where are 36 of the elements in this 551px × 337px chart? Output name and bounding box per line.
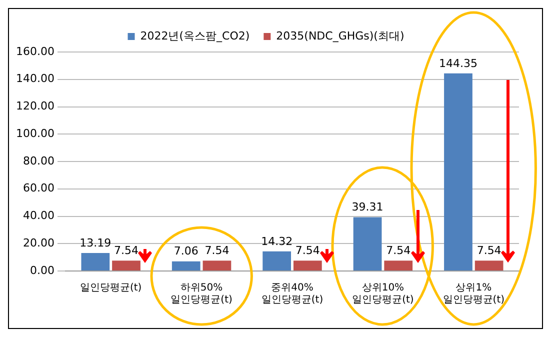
bar	[112, 260, 140, 270]
x-tick-label: 하위50% 일인당평균(t)	[170, 282, 232, 306]
y-tick-label: 160.00	[16, 44, 54, 58]
data-label: 7.54	[386, 244, 411, 258]
y-tick-label: 100.00	[16, 126, 54, 140]
y-tick-label: 80.00	[22, 154, 54, 168]
data-label: 144.35	[438, 56, 478, 70]
legend-label: 2035(NDC_GHGs)(최대)	[276, 29, 404, 42]
y-tick-label: 120.00	[16, 100, 54, 113]
y-tick-label: 20.00	[22, 236, 54, 250]
bar	[474, 260, 504, 270]
data-label: 7.06	[174, 244, 198, 258]
data-label: 7.54	[295, 244, 320, 258]
data-label: 7.54	[204, 244, 230, 258]
x-tick-label: 일인당평균(t)	[80, 282, 142, 294]
data-label: 14.32	[261, 234, 293, 248]
legend-label: 2022년(옥스팜_CO2)	[140, 29, 250, 42]
bar	[202, 260, 232, 270]
x-tick-label: 중위40% 일인당평균(t)	[261, 282, 324, 306]
bar	[172, 261, 200, 270]
data-label: 7.54	[114, 244, 139, 258]
x-tick-label: 상위1% 일인당평균(t)	[442, 282, 505, 306]
bar	[353, 217, 382, 270]
bar	[81, 252, 110, 270]
data-label: 7.54	[476, 244, 502, 258]
bar	[444, 73, 472, 270]
bar	[384, 260, 413, 270]
bar	[262, 251, 292, 270]
x-tick-label: 상위10% 일인당평균(t)	[352, 282, 414, 306]
bar	[293, 260, 322, 270]
y-tick-label: 40.00	[22, 209, 54, 222]
y-tick-label: 60.00	[22, 182, 54, 195]
data-label: 39.31	[352, 200, 384, 214]
y-tick-label: 0.00	[30, 264, 54, 277]
data-label: 13.19	[80, 236, 112, 250]
y-tick-label: 140.00	[16, 72, 54, 86]
